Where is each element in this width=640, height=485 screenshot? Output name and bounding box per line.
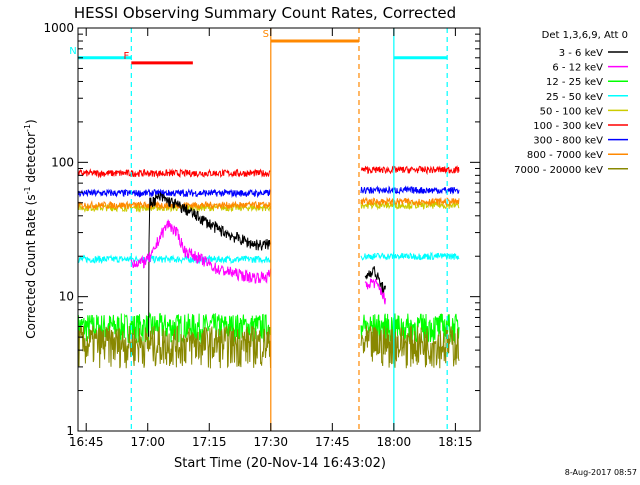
series-line-50-100kev-seg1 [360, 200, 460, 211]
legend-title: Det 1,3,6,9, Att 0 [542, 30, 628, 41]
y-tick-label: 1000 [43, 21, 74, 35]
x-tick-label: 17:45 [315, 435, 350, 449]
y-tick-label: 10 [59, 290, 74, 304]
y-tick-label: 1 [66, 424, 74, 438]
y-axis-label: Corrected Count Rate (s-1 detector-1) [23, 119, 38, 338]
flag-label-F: F [123, 51, 129, 62]
flag-label-N: N [69, 46, 76, 57]
legend-label: 3 - 6 keV [559, 48, 603, 59]
legend-label: 300 - 800 keV [533, 136, 603, 147]
series-line-25-50kev-seg1 [360, 251, 460, 261]
series-line-100-300kev-seg0 [78, 168, 271, 179]
y-tick-label: 100 [51, 155, 74, 169]
legend-label: 100 - 300 keV [533, 121, 603, 132]
chart-title: HESSI Observing Summary Count Rates, Cor… [74, 4, 456, 22]
legend-label: 25 - 50 keV [546, 92, 603, 103]
legend-label: 6 - 12 keV [552, 63, 603, 74]
series-line-300-800kev-seg1 [360, 185, 460, 195]
x-tick-label: 17:30 [253, 435, 288, 449]
x-tick-label: 17:00 [130, 435, 165, 449]
series-line-100-300kev-seg1 [360, 165, 460, 176]
legend-label: 12 - 25 keV [546, 77, 603, 88]
series-curve-3-6kev-late [364, 266, 386, 295]
series-curve-3-6kev [148, 192, 271, 337]
plot-frame [77, 27, 481, 432]
legend-label: 800 - 7000 keV [527, 150, 603, 161]
series-curve-6-12kev [130, 219, 272, 285]
timestamp: 8-Aug-2017 08:57 [565, 468, 637, 477]
series-line-25-50kev-seg0 [78, 254, 271, 265]
x-tick-label: 16:45 [69, 435, 104, 449]
x-tick-label: 18:15 [438, 435, 473, 449]
x-axis-label: Start Time (20-Nov-14 16:43:02) [174, 456, 386, 471]
x-tick-label: 18:00 [377, 435, 412, 449]
legend-label: 7000 - 20000 keV [514, 165, 603, 176]
series-line-12-25kev-seg0 [78, 312, 271, 344]
flag-label-S: S [263, 29, 269, 40]
series-line-800-7000kev-seg1 [360, 196, 460, 207]
x-tick-label: 17:15 [192, 435, 227, 449]
legend-label: 50 - 100 keV [540, 106, 604, 117]
series-line-300-800kev-seg0 [78, 188, 271, 199]
series-curve-6-12kev-late [364, 278, 386, 305]
series-line-7000-20000kev-seg1 [360, 325, 460, 369]
legend: Det 1,3,6,9, Att 0 3 - 6 keV 6 - 12 keV 12… [514, 30, 628, 176]
series-line-7000-20000kev-seg0 [78, 325, 271, 369]
